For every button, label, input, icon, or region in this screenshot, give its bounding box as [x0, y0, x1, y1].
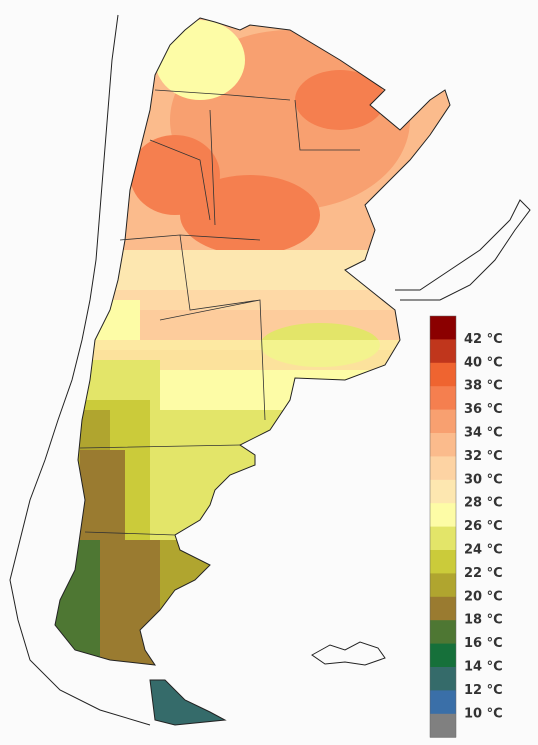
legend-label: 18 °C	[464, 613, 503, 628]
legend-swatch	[430, 643, 456, 668]
legend-swatch	[430, 339, 456, 364]
legend-label: 42 °C	[464, 332, 503, 347]
legend-label: 28 °C	[464, 496, 503, 511]
legend-swatch	[430, 503, 456, 528]
legend-swatch	[430, 316, 456, 340]
legend-label: 40 °C	[464, 355, 503, 370]
legend-swatch	[430, 433, 456, 457]
legend-swatch	[430, 690, 456, 715]
legend-swatch	[430, 596, 456, 621]
legend-label: 26 °C	[464, 519, 503, 534]
legend-swatch	[430, 386, 456, 411]
legend-label: 24 °C	[464, 543, 503, 558]
legend-swatch	[430, 573, 456, 598]
legend-swatch	[430, 713, 456, 738]
tierra-del-fuego	[149, 679, 227, 726]
legend-label: 32 °C	[464, 449, 503, 464]
legend-label: 30 °C	[464, 472, 503, 487]
legend-frame	[429, 315, 457, 738]
legend-label: 22 °C	[464, 566, 503, 581]
argentina-outline	[54, 17, 451, 666]
legend-label: 10 °C	[464, 706, 503, 721]
legend-swatch	[430, 456, 456, 481]
legend-label: 36 °C	[464, 402, 503, 417]
legend-swatch	[430, 667, 456, 691]
legend-label: 14 °C	[464, 660, 503, 675]
legend-swatch	[430, 620, 456, 645]
legend-label: 34 °C	[464, 426, 503, 441]
province-lines	[79, 89, 360, 536]
legend-swatch	[430, 409, 456, 434]
legend: 42 °C 40 °C 38 °C 36 °C 34 °C 32 °C 30 °C 28 °C…	[429, 315, 503, 738]
legend-swatch	[430, 479, 456, 504]
legend-label: 38 °C	[464, 379, 503, 394]
chile-outline	[9, 14, 151, 726]
legend-label: 16 °C	[464, 636, 503, 651]
legend-swatch	[430, 550, 456, 574]
legend-swatch	[430, 526, 456, 551]
legend-swatch	[430, 362, 456, 387]
legend-label: 12 °C	[464, 683, 503, 698]
uruguay-outline	[395, 199, 531, 301]
legend-label: 20 °C	[464, 589, 503, 604]
falkland-islands	[311, 641, 386, 666]
